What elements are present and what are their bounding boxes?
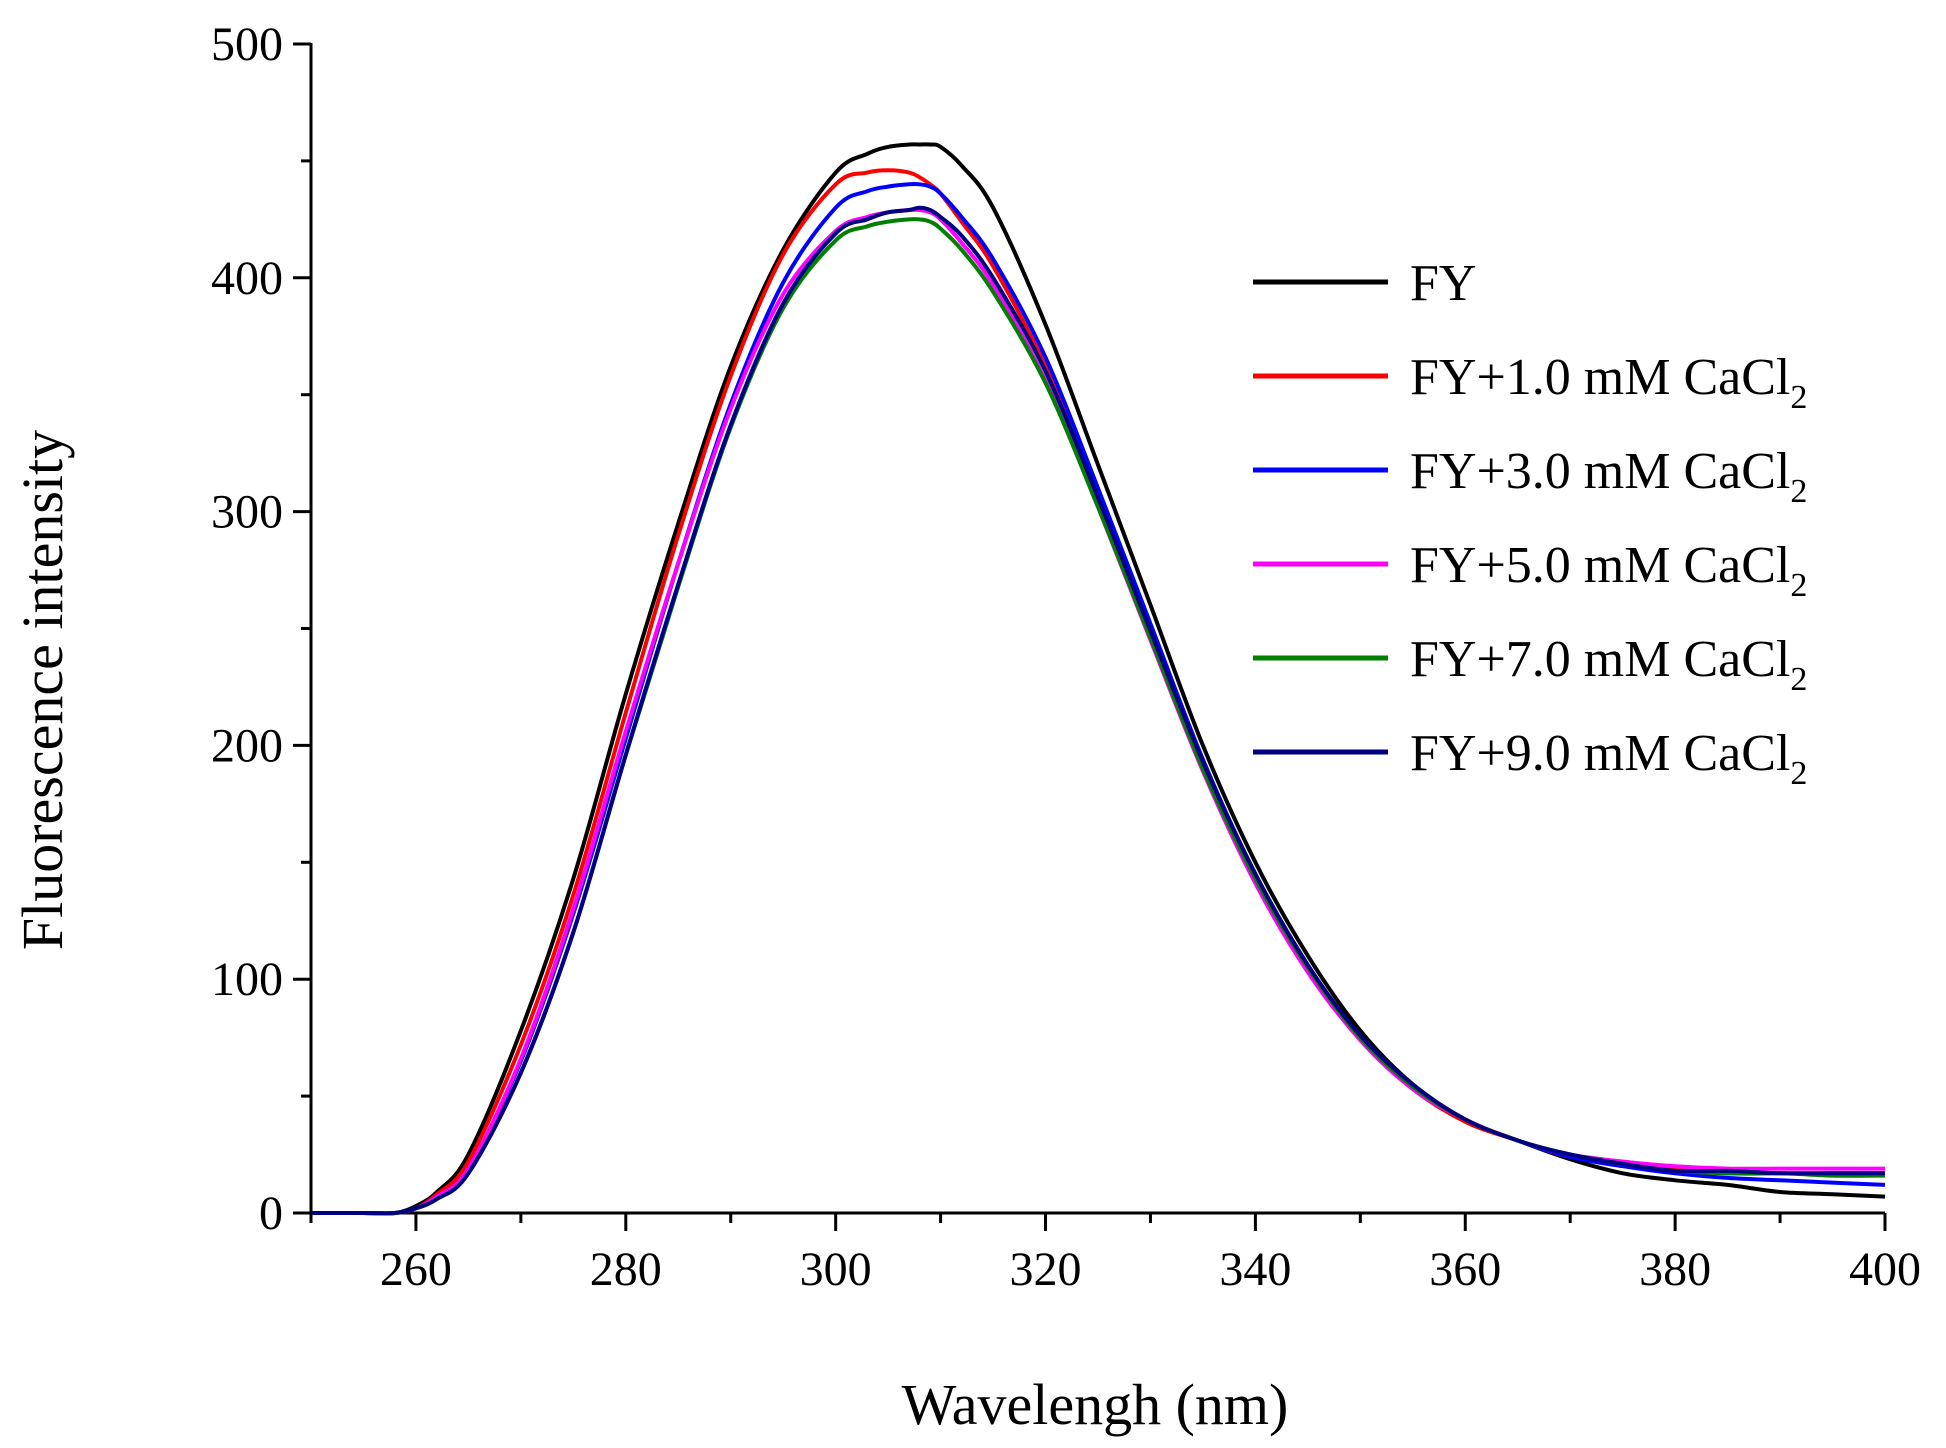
y-tick-label: 0 (259, 1187, 283, 1240)
y-axis-label: Fluorescence intensity (10, 430, 75, 950)
series-layer (311, 142, 1886, 1216)
legend-label-3: FY+3.0 mM CaCl2 (1410, 443, 1807, 510)
legend-label-5: FY+7.0 mM CaCl2 (1410, 631, 1807, 698)
x-tick-label: 380 (1639, 1243, 1711, 1296)
y-tick-label: 100 (211, 953, 283, 1006)
legend-label-1: FY (1410, 255, 1476, 312)
y-tick-label: 500 (211, 18, 283, 71)
x-tick-label: 280 (590, 1243, 662, 1296)
legend: FY FY+1.0 mM CaCl2 FY+3.0 mM CaCl2 FY+5.0 m… (1253, 255, 1807, 792)
x-tick-label: 300 (800, 1243, 872, 1296)
y-tick-label: 300 (211, 486, 283, 539)
x-tick-label: 260 (380, 1243, 452, 1296)
x-tick-label: 360 (1429, 1243, 1501, 1296)
legend-label-2: FY+1.0 mM CaCl2 (1410, 349, 1807, 416)
legend-label-4: FY+5.0 mM CaCl2 (1410, 537, 1807, 604)
axes: 0 100 200 300 400 500 260 280 300 320 340 360 380 400 (211, 18, 1921, 1296)
legend-label-6: FY+9.0 mM CaCl2 (1410, 725, 1807, 792)
series-line-2 (311, 168, 1885, 1216)
y-tick-label: 400 (211, 252, 283, 305)
series-line-3 (311, 182, 1886, 1216)
x-tick-label: 400 (1849, 1243, 1921, 1296)
x-tick-label: 320 (1010, 1243, 1082, 1296)
series-line-6 (311, 205, 1885, 1216)
x-tick-label: 340 (1219, 1243, 1291, 1296)
y-tick-label: 200 (211, 719, 283, 772)
x-axis-label: Wavelengh (nm) (902, 1372, 1289, 1437)
